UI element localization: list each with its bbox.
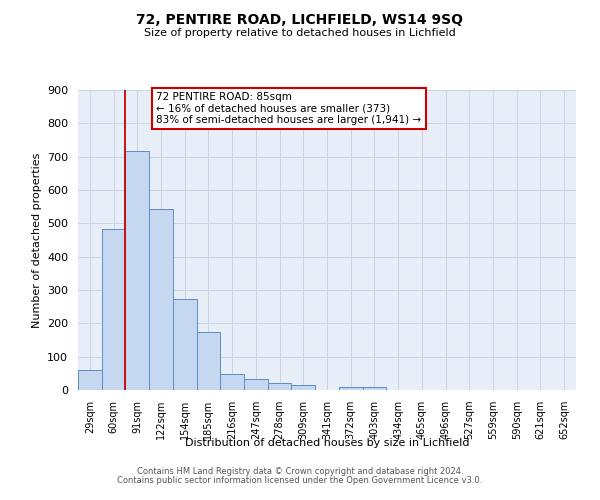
Bar <box>268 384 292 390</box>
Text: Size of property relative to detached houses in Lichfield: Size of property relative to detached ho… <box>144 28 456 38</box>
Text: Contains public sector information licensed under the Open Government Licence v3: Contains public sector information licen… <box>118 476 482 485</box>
Text: 72, PENTIRE ROAD, LICHFIELD, WS14 9SQ: 72, PENTIRE ROAD, LICHFIELD, WS14 9SQ <box>137 12 464 26</box>
Bar <box>78 370 102 390</box>
Y-axis label: Number of detached properties: Number of detached properties <box>32 152 41 328</box>
Bar <box>197 332 220 390</box>
Bar <box>149 209 173 390</box>
Text: Distribution of detached houses by size in Lichfield: Distribution of detached houses by size … <box>185 438 469 448</box>
Bar <box>220 374 244 390</box>
Bar <box>102 230 125 390</box>
Bar <box>339 388 362 390</box>
Bar <box>244 379 268 390</box>
Bar <box>292 385 315 390</box>
Bar <box>362 388 386 390</box>
Text: Contains HM Land Registry data © Crown copyright and database right 2024.: Contains HM Land Registry data © Crown c… <box>137 467 463 476</box>
Bar <box>125 151 149 390</box>
Bar <box>173 300 197 390</box>
Text: 72 PENTIRE ROAD: 85sqm
← 16% of detached houses are smaller (373)
83% of semi-de: 72 PENTIRE ROAD: 85sqm ← 16% of detached… <box>156 92 421 125</box>
